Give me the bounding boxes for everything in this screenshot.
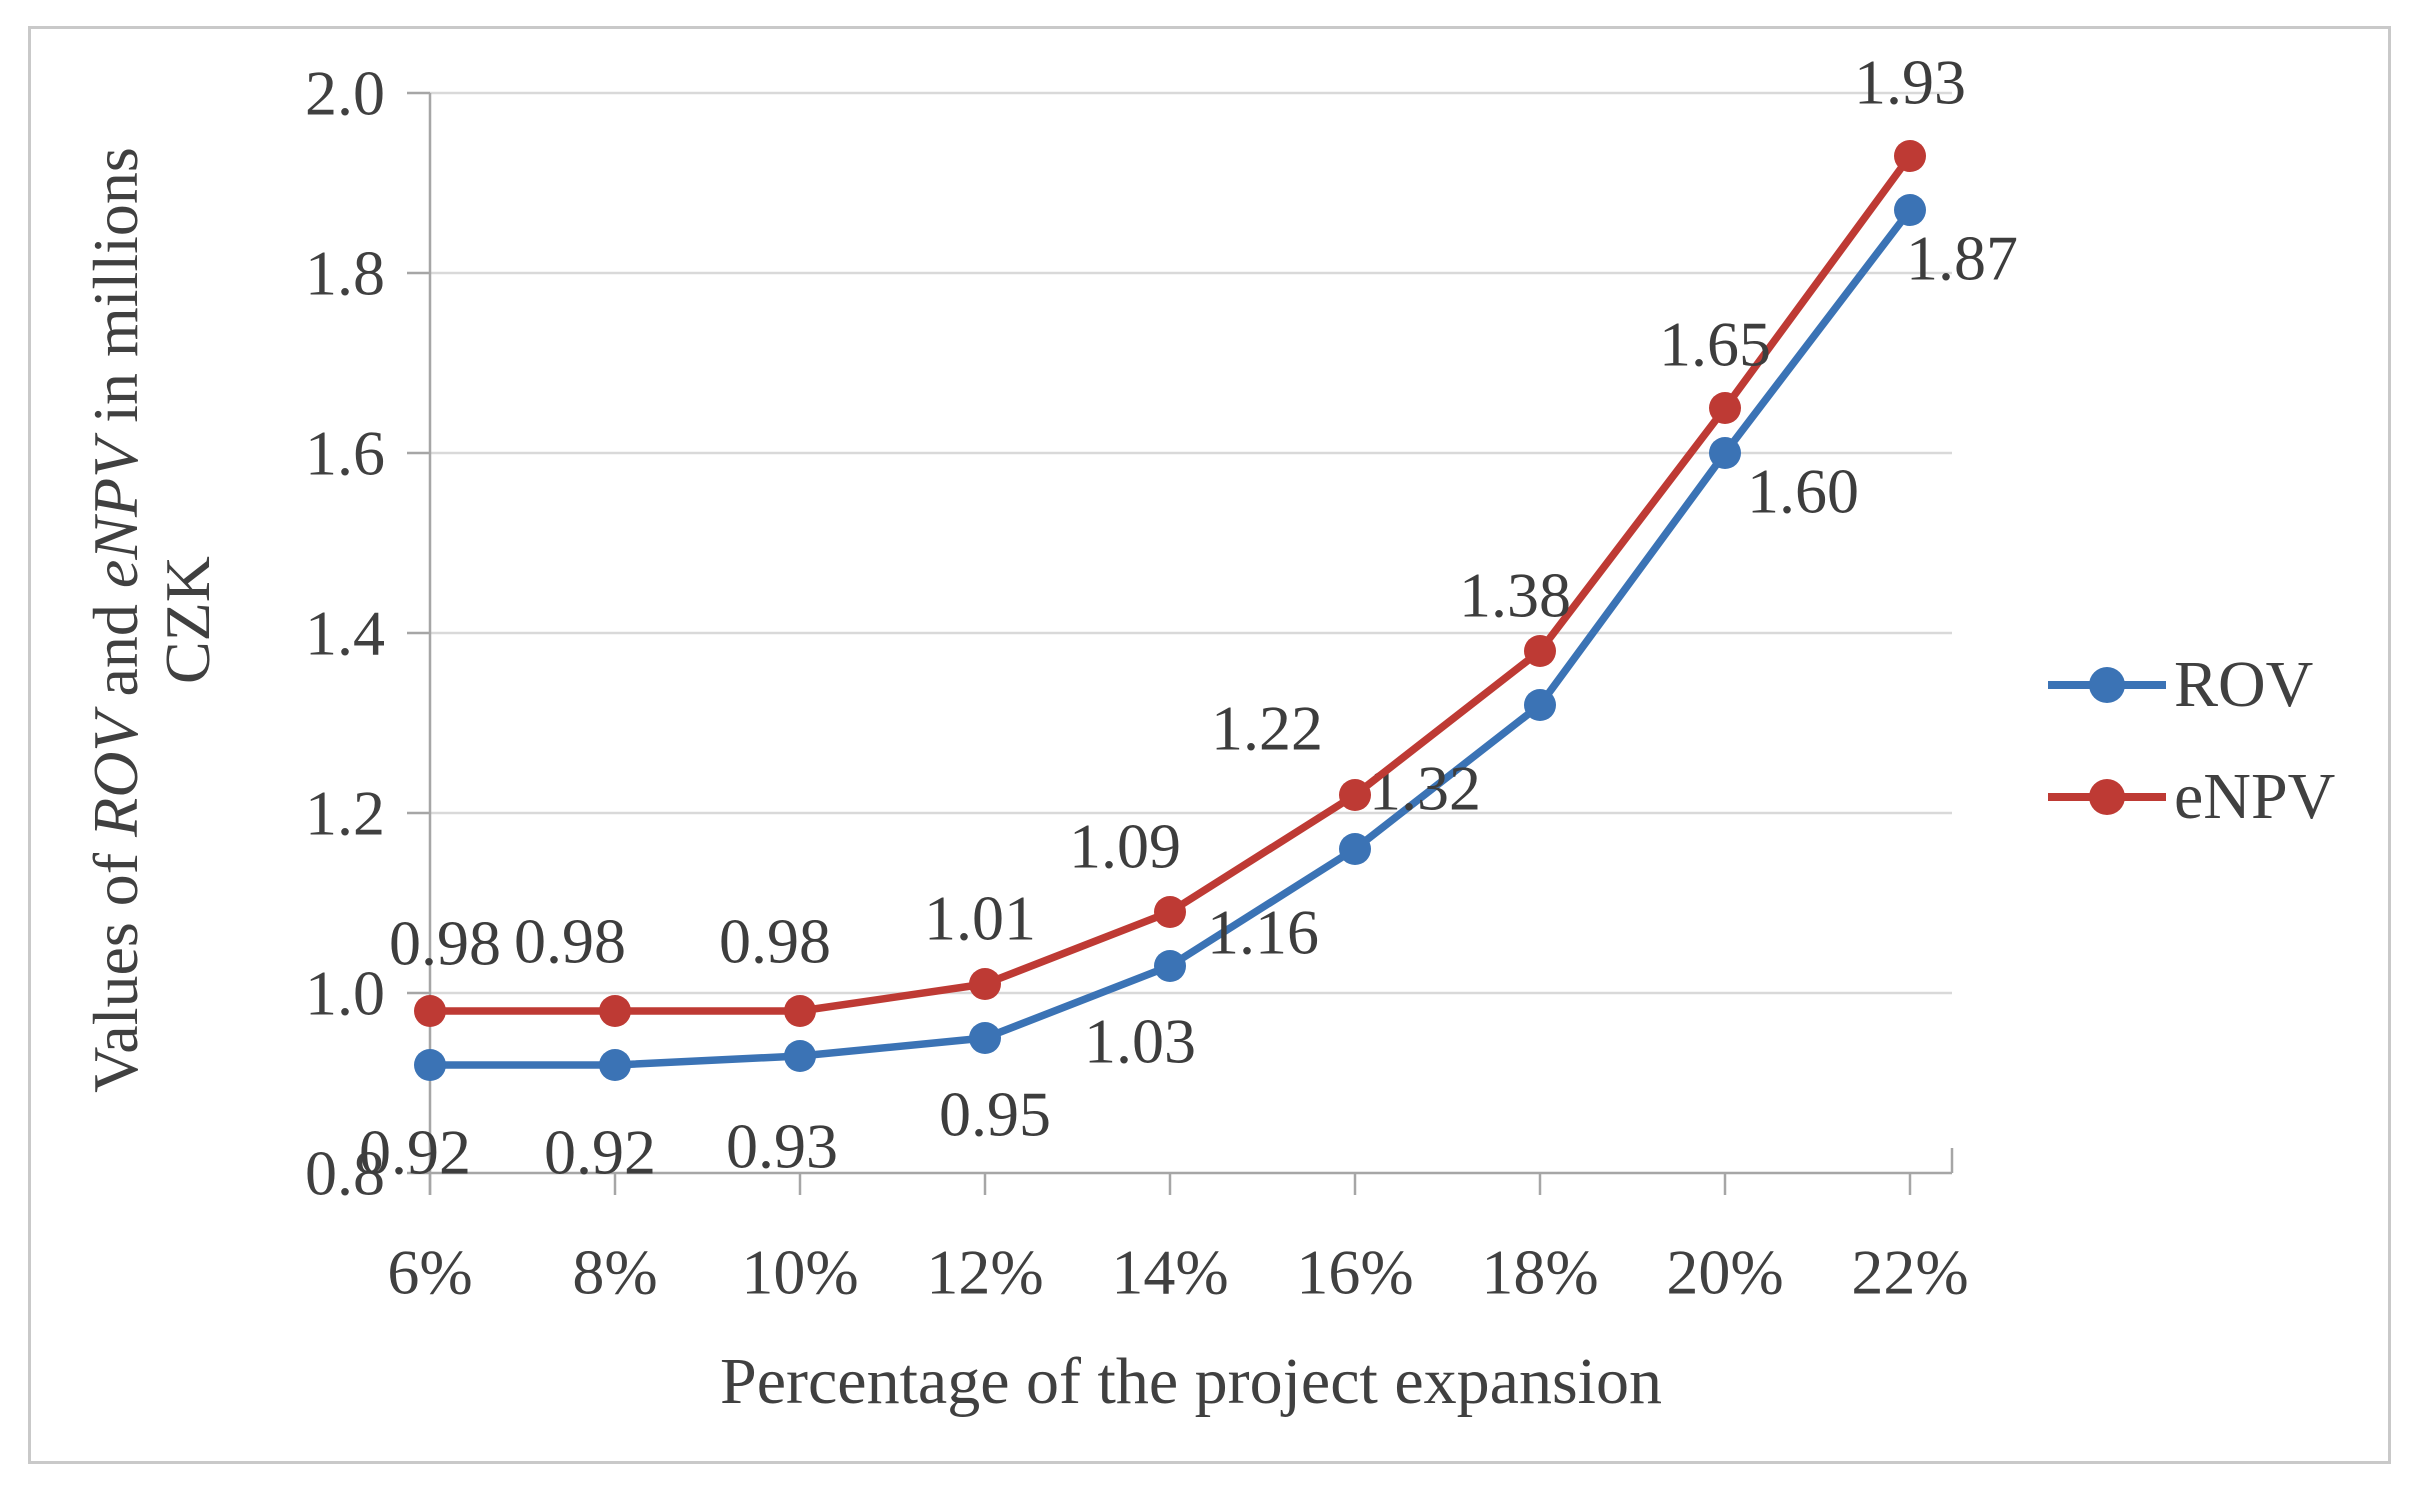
data-point-marker [414, 995, 446, 1027]
x-tick-label: 20% [1666, 1237, 1783, 1308]
data-point-marker [1709, 392, 1741, 424]
data-label: 1.03 [1084, 1006, 1196, 1077]
series-line [426, 152, 1914, 1015]
data-point-marker [1709, 437, 1741, 469]
data-label: 0.98 [514, 906, 626, 977]
x-axis-title: Percentage of the project expansion [720, 1345, 1662, 1418]
y-axis-title-line2: CZK [152, 556, 223, 684]
legend-item-enpv: eNPV [2048, 750, 2335, 844]
x-tick-label: 14% [1111, 1237, 1228, 1308]
data-point-marker [1524, 689, 1556, 721]
data-label: 1.65 [1659, 309, 1771, 380]
x-tick-label: 10% [741, 1237, 858, 1308]
y-tick-label: 1.4 [305, 598, 385, 669]
data-point-marker [1154, 896, 1186, 928]
data-point-marker [784, 1040, 816, 1072]
x-tick-label: 16% [1296, 1237, 1413, 1308]
data-label: 0.98 [719, 906, 831, 977]
x-tick-label: 6% [387, 1237, 472, 1308]
data-label: 0.92 [544, 1117, 656, 1188]
data-label: 0.98 [389, 908, 501, 979]
data-labels-enpv: 0.98 0.98 0.98 1.011.091.221.381.651.93 [389, 47, 1966, 979]
y-tick-label: 1.8 [305, 238, 385, 309]
chart-frame [28, 26, 2391, 1464]
y-tick-label: 1.6 [305, 418, 385, 489]
y-axis-title: Values of ROV and eNPV in millions CZK [80, 20, 224, 1220]
data-point-marker [1339, 833, 1371, 865]
data-point-marker [599, 1049, 631, 1081]
data-label: 0.95 [939, 1079, 1051, 1150]
data-label: 1.38 [1459, 560, 1571, 631]
y-tick-label: 1.0 [305, 958, 385, 1029]
series-enpv [414, 140, 1926, 1027]
data-label: 1.93 [1854, 47, 1966, 118]
x-tick-label: 18% [1481, 1237, 1598, 1308]
enpv-line-marker-icon [2048, 778, 2166, 816]
x-tick-label: 12% [926, 1237, 1043, 1308]
data-label: 1.60 [1747, 456, 1859, 527]
data-point-marker [1894, 140, 1926, 172]
legend-item-rov: ROV [2048, 638, 2335, 732]
data-point-marker [1154, 950, 1186, 982]
legend: ROV eNPV [2048, 638, 2335, 844]
data-label: 0.92 [359, 1117, 471, 1188]
data-label: 1.22 [1211, 693, 1323, 764]
y-axis-ticks [407, 91, 430, 1175]
rov-line-marker-icon [2048, 666, 2166, 704]
x-tick-label: 22% [1851, 1237, 1968, 1308]
legend-label-rov: ROV [2174, 648, 2314, 721]
x-tick-label: 8% [572, 1237, 657, 1308]
data-point-marker [969, 1022, 1001, 1054]
data-point-marker [599, 995, 631, 1027]
data-labels-rov: 0.92 0.92 0.93 0.95 1.031.16 1.32 1.60 1.87 [359, 223, 2018, 1188]
y-axis-title-line1: Values of ROV and eNPV in millions [80, 147, 151, 1093]
data-label: 1.09 [1069, 811, 1181, 882]
gridlines [430, 91, 1952, 995]
data-point-marker [784, 995, 816, 1027]
data-point-marker [414, 1049, 446, 1081]
data-label: 0.93 [726, 1111, 838, 1182]
x-axis-ticks [428, 1173, 1912, 1195]
data-label: 1.87 [1906, 223, 2018, 294]
data-label: 1.16 [1207, 897, 1319, 968]
data-point-marker [969, 968, 1001, 1000]
y-tick-labels: 0.8 1.0 1.2 1.4 1.6 1.8 2.0 [305, 58, 385, 1209]
data-point-marker [1339, 779, 1371, 811]
data-point-marker [1524, 635, 1556, 667]
data-label: 1.32 [1369, 753, 1481, 824]
y-tick-label: 2.0 [305, 58, 385, 129]
legend-label-enpv: eNPV [2174, 760, 2336, 833]
data-label: 1.01 [924, 883, 1036, 954]
series-rov [414, 194, 1926, 1081]
y-tick-label: 1.2 [305, 778, 385, 849]
data-point-marker [1894, 194, 1926, 226]
y-tick-label: 0.8 [305, 1138, 385, 1209]
x-tick-labels: 6% 8% 10% 12% 14% 16% 18% 20% 22% [387, 1237, 1968, 1308]
